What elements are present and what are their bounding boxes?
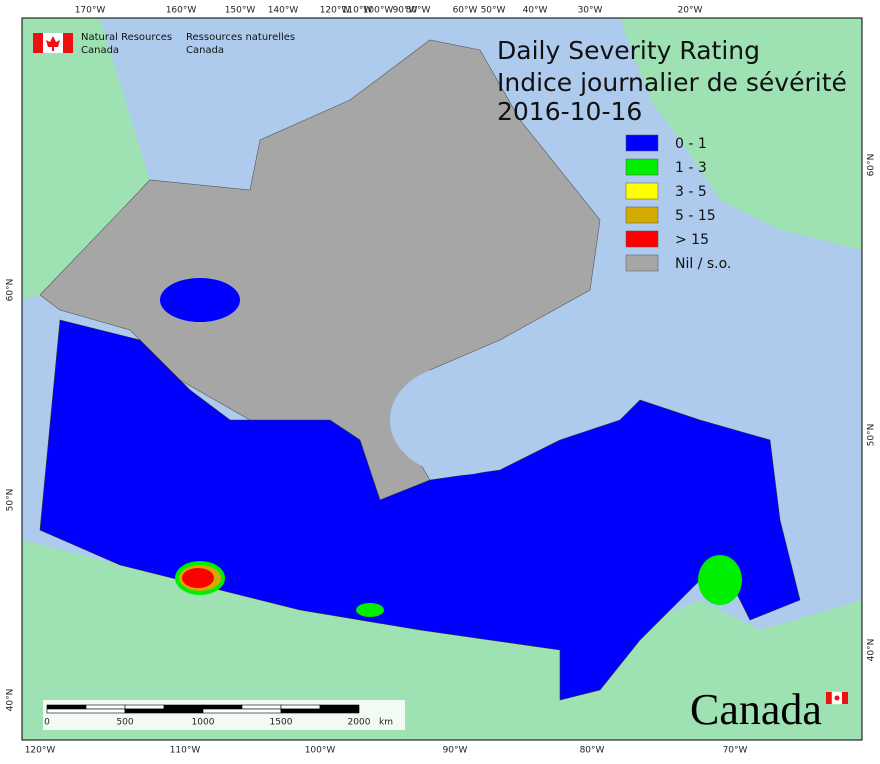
legend-swatch bbox=[625, 206, 659, 224]
longitude-label: 140°W bbox=[268, 6, 299, 16]
longitude-label: 160°W bbox=[166, 6, 197, 16]
agency-logo bbox=[33, 33, 73, 53]
legend-swatch bbox=[625, 182, 659, 200]
latitude-label: 50°N bbox=[867, 424, 877, 447]
map-frame bbox=[21, 17, 863, 741]
scale-bar-label: 500 bbox=[116, 718, 133, 728]
low-rating-region bbox=[39, 319, 801, 701]
rating-patch bbox=[182, 568, 214, 588]
scale-bar-segment bbox=[46, 704, 87, 710]
scale-bar-label: 1500 bbox=[270, 718, 293, 728]
longitude-label: 120°W bbox=[25, 746, 56, 756]
latitude-label: 60°N bbox=[6, 279, 16, 302]
scale-bar-segment bbox=[163, 704, 204, 710]
wordmark: Canada bbox=[690, 685, 822, 734]
alaska bbox=[22, 18, 150, 300]
longitude-label: 60°W bbox=[453, 6, 478, 16]
scale-bar-segment bbox=[46, 708, 126, 714]
title-en: Daily Severity Rating bbox=[497, 36, 760, 65]
scale-bar-label: 2000 bbox=[348, 718, 371, 728]
scale-bar-segment bbox=[280, 704, 321, 710]
greenland bbox=[620, 18, 862, 250]
longitude-label: 80°W bbox=[580, 746, 605, 756]
scale-bar-unit: km bbox=[379, 718, 393, 728]
scale-bar-segment bbox=[280, 708, 360, 714]
legend-swatch bbox=[625, 254, 659, 272]
longitude-label: 100°W bbox=[363, 6, 394, 16]
rating-patch bbox=[356, 603, 384, 617]
longitude-label: 110°W bbox=[342, 6, 373, 16]
legend-label: > 15 bbox=[675, 232, 709, 248]
longitude-label: 40°W bbox=[523, 6, 548, 16]
scale-bar-segment bbox=[202, 704, 243, 710]
latitude-label: 60°N bbox=[867, 154, 877, 177]
scale-bar-segment bbox=[124, 704, 165, 710]
longitude-label: 50°W bbox=[481, 6, 506, 16]
legend-label: 0 - 1 bbox=[675, 136, 707, 152]
longitude-label: 20°W bbox=[678, 6, 703, 16]
agency-fr: Canada bbox=[186, 45, 224, 56]
hudson-bay bbox=[390, 365, 530, 475]
longitude-label: 90°W bbox=[393, 6, 418, 16]
longitude-label: 30°W bbox=[578, 6, 603, 16]
rating-patch bbox=[698, 555, 742, 605]
longitude-label: 110°W bbox=[170, 746, 201, 756]
wordmark-flag bbox=[826, 691, 848, 705]
scale-bar-segment bbox=[85, 704, 126, 710]
latitude-label: 40°N bbox=[6, 689, 16, 712]
longitude-label: 170°W bbox=[75, 6, 106, 16]
legend-swatch bbox=[625, 134, 659, 152]
scale-bar-label: 0 bbox=[44, 718, 50, 728]
latitude-label: 40°N bbox=[867, 639, 877, 662]
no-data-region bbox=[39, 39, 601, 511]
title-fr: Indice journalier de sévérité bbox=[497, 68, 847, 97]
great-bear-lake bbox=[160, 278, 240, 322]
longitude-label: 120°W bbox=[320, 6, 351, 16]
longitude-label: 90°W bbox=[443, 746, 468, 756]
scale-bar-segment bbox=[241, 704, 282, 710]
legend-swatch bbox=[625, 158, 659, 176]
agency-en: Canada bbox=[81, 45, 119, 56]
legend-label: 5 - 15 bbox=[675, 208, 716, 224]
longitude-label: 70°W bbox=[723, 746, 748, 756]
latitude-label: 50°N bbox=[6, 489, 16, 512]
longitude-label: 100°W bbox=[305, 746, 336, 756]
united-states bbox=[22, 540, 862, 740]
agency-en: Natural Resources bbox=[81, 32, 172, 43]
scale-bar-segment bbox=[124, 708, 204, 714]
legend-label: 3 - 5 bbox=[675, 184, 707, 200]
scale-bar-segment bbox=[202, 708, 282, 714]
title-date: 2016-10-16 bbox=[497, 97, 642, 126]
legend-swatch bbox=[625, 230, 659, 248]
longitude-label: 80°W bbox=[406, 6, 431, 16]
scale-bar-segment bbox=[319, 704, 360, 710]
agency-fr: Ressources naturelles bbox=[186, 32, 295, 43]
legend-label: Nil / s.o. bbox=[675, 256, 731, 272]
scale-bar-label: 1000 bbox=[192, 718, 215, 728]
longitude-label: 150°W bbox=[225, 6, 256, 16]
legend-label: 1 - 3 bbox=[675, 160, 707, 176]
